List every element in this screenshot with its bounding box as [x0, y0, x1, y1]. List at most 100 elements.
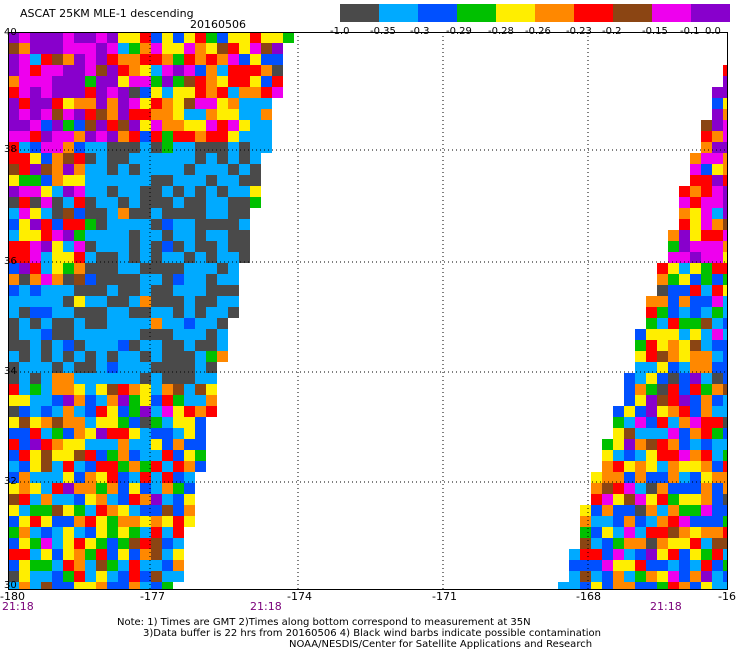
data-pixel	[217, 120, 228, 131]
data-pixel	[195, 351, 206, 362]
data-pixel	[96, 274, 107, 285]
data-pixel	[250, 87, 261, 98]
data-pixel	[129, 417, 140, 428]
data-pixel	[52, 384, 63, 395]
data-pixel	[63, 230, 74, 241]
data-pixel	[690, 186, 701, 197]
data-pixel	[723, 153, 728, 164]
data-pixel	[74, 505, 85, 516]
data-pixel	[96, 219, 107, 230]
data-pixel	[41, 208, 52, 219]
data-pixel	[8, 373, 19, 384]
data-pixel	[41, 560, 52, 571]
data-pixel	[690, 274, 701, 285]
data-pixel	[173, 384, 184, 395]
data-pixel	[30, 76, 41, 87]
data-pixel	[668, 516, 679, 527]
data-pixel	[206, 109, 217, 120]
data-pixel	[19, 87, 30, 98]
data-pixel	[96, 472, 107, 483]
data-pixel	[701, 285, 712, 296]
data-pixel	[613, 406, 624, 417]
data-pixel	[657, 461, 668, 472]
data-pixel	[96, 263, 107, 274]
data-pixel	[217, 318, 228, 329]
data-pixel	[602, 472, 613, 483]
data-pixel	[195, 76, 206, 87]
data-pixel	[140, 527, 151, 538]
data-pixel	[107, 571, 118, 582]
data-pixel	[140, 285, 151, 296]
data-pixel	[118, 329, 129, 340]
data-pixel	[635, 450, 646, 461]
data-pixel	[107, 582, 118, 590]
data-pixel	[30, 131, 41, 142]
data-pixel	[74, 263, 85, 274]
data-pixel	[591, 472, 602, 483]
data-pixel	[657, 505, 668, 516]
data-pixel	[580, 516, 591, 527]
data-pixel	[107, 241, 118, 252]
data-pixel	[118, 241, 129, 252]
data-pixel	[140, 428, 151, 439]
data-pixel	[140, 87, 151, 98]
data-pixel	[646, 384, 657, 395]
data-pixel	[646, 406, 657, 417]
data-pixel	[217, 87, 228, 98]
data-pixel	[41, 76, 52, 87]
data-pixel	[52, 461, 63, 472]
lat-label-36: 36	[4, 256, 17, 267]
data-pixel	[8, 505, 19, 516]
data-pixel	[85, 483, 96, 494]
data-pixel	[668, 505, 679, 516]
data-pixel	[712, 208, 723, 219]
data-pixel	[173, 153, 184, 164]
data-pixel	[129, 461, 140, 472]
data-pixel	[74, 351, 85, 362]
data-pixel	[19, 351, 30, 362]
data-pixel	[30, 329, 41, 340]
data-pixel	[690, 241, 701, 252]
data-pixel	[690, 329, 701, 340]
lon-label-177: -177	[140, 590, 165, 603]
data-pixel	[228, 164, 239, 175]
data-pixel	[85, 76, 96, 87]
data-pixel	[723, 252, 728, 263]
data-pixel	[217, 43, 228, 54]
data-pixel	[206, 329, 217, 340]
data-pixel	[668, 461, 679, 472]
data-pixel	[712, 197, 723, 208]
data-pixel	[63, 318, 74, 329]
data-pixel	[195, 186, 206, 197]
data-pixel	[679, 197, 690, 208]
data-pixel	[41, 428, 52, 439]
data-pixel	[657, 329, 668, 340]
data-pixel	[184, 142, 195, 153]
data-pixel	[52, 362, 63, 373]
data-pixel	[140, 197, 151, 208]
lat-label-40: 40	[4, 27, 17, 38]
data-pixel	[41, 494, 52, 505]
data-pixel	[85, 538, 96, 549]
data-pixel	[19, 560, 30, 571]
data-pixel	[701, 252, 712, 263]
data-pixel	[195, 450, 206, 461]
data-pixel	[118, 252, 129, 263]
data-pixel	[690, 560, 701, 571]
data-pixel	[52, 340, 63, 351]
data-pixel	[107, 428, 118, 439]
data-pixel	[195, 98, 206, 109]
data-pixel	[195, 153, 206, 164]
data-pixel	[701, 120, 712, 131]
data-pixel	[602, 505, 613, 516]
data-pixel	[261, 142, 272, 153]
data-pixel	[723, 164, 728, 175]
data-pixel	[206, 362, 217, 373]
data-pixel	[184, 461, 195, 472]
data-pixel	[140, 395, 151, 406]
data-pixel	[668, 263, 679, 274]
data-pixel	[118, 406, 129, 417]
data-pixel	[118, 197, 129, 208]
data-pixel	[591, 483, 602, 494]
data-pixel	[107, 395, 118, 406]
